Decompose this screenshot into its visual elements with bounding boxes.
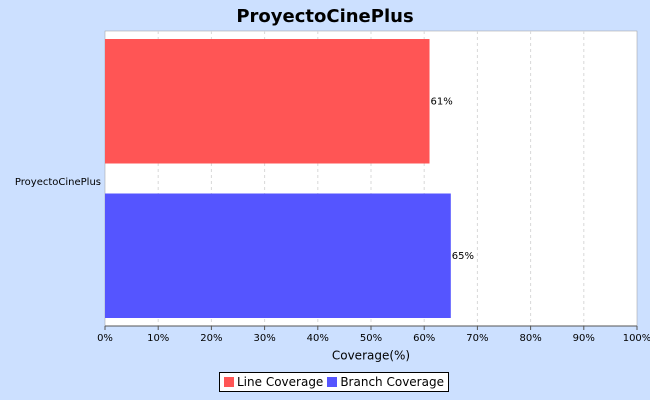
x-tick-label: 40% — [307, 333, 329, 344]
x-tick-label: 80% — [519, 333, 541, 344]
bars — [105, 39, 451, 318]
x-tick-label: 100% — [623, 333, 650, 344]
legend-swatch-line-coverage — [224, 377, 234, 387]
x-tick-label: 20% — [200, 333, 222, 344]
legend-item-line-coverage: Line Coverage — [224, 375, 323, 389]
legend: Line Coverage Branch Coverage — [219, 372, 449, 392]
x-axis-label: Coverage(%) — [332, 349, 410, 363]
bar-line-coverage — [105, 39, 430, 164]
legend-label-line-coverage: Line Coverage — [237, 375, 324, 389]
x-axis-ticks: 0% 10% 20% 30% 40% 50% 60% 70% 80% 90% 100% — [97, 326, 650, 344]
category-label: ProyectoCinePlus — [15, 177, 101, 188]
x-tick-label: 60% — [413, 333, 435, 344]
legend-swatch-branch-coverage — [327, 377, 338, 387]
data-label-line-coverage: 61% — [431, 96, 453, 107]
chart-title: ProyectoCinePlus — [236, 6, 414, 27]
bar-labels: 61% 65% — [431, 96, 475, 262]
x-tick-label: 0% — [97, 333, 113, 344]
x-tick-label: 30% — [253, 333, 275, 344]
legend-label-branch-coverage: Branch Coverage — [340, 375, 444, 389]
x-tick-label: 50% — [360, 333, 382, 344]
data-label-branch-coverage: 65% — [452, 251, 474, 262]
x-tick-label: 70% — [466, 333, 488, 344]
x-tick-label: 90% — [573, 333, 595, 344]
x-tick-label: 10% — [147, 333, 169, 344]
bar-branch-coverage — [105, 193, 451, 318]
legend-item-branch-coverage: Branch Coverage — [327, 375, 444, 389]
